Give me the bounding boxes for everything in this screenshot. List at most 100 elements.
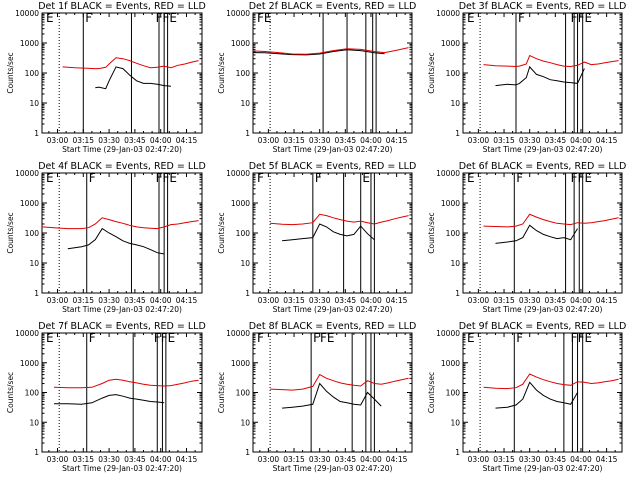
x-tick-label: 03:00 bbox=[468, 455, 490, 464]
flag-label: F bbox=[89, 171, 96, 185]
flag-label: F bbox=[257, 331, 264, 345]
panel-title: Det 9f BLACK = Events, RED = LLD bbox=[459, 321, 627, 332]
y-tick-label: 1000 bbox=[231, 359, 250, 368]
x-tick-label: 03:45 bbox=[545, 296, 567, 305]
y-axis-label: Counts/sec bbox=[217, 212, 226, 253]
panel-title: Det 6f BLACK = Events, RED = LLD bbox=[459, 161, 627, 172]
y-tick-label: 10000 bbox=[15, 169, 39, 178]
flag-label: E bbox=[467, 171, 475, 185]
x-tick-label: 03:00 bbox=[258, 296, 280, 305]
y-tick-label: 10 bbox=[450, 99, 460, 108]
series-line-lld bbox=[483, 373, 619, 390]
flag-label: FFE bbox=[313, 331, 334, 345]
flag-label: FFE bbox=[156, 11, 177, 25]
x-tick-label: 04:00 bbox=[360, 455, 382, 464]
y-axis-label: Counts/sec bbox=[217, 52, 226, 93]
x-tick-label: 03:30 bbox=[309, 296, 331, 305]
flag-label: F bbox=[516, 171, 523, 185]
panel-title: Det 8f BLACK = Events, RED = LLD bbox=[249, 321, 417, 332]
x-tick-label: 03:45 bbox=[335, 136, 357, 145]
y-tick-label: 100 bbox=[236, 229, 251, 238]
x-tick-label: 04:15 bbox=[386, 455, 408, 464]
x-tick-label: 03:15 bbox=[72, 455, 94, 464]
x-tick-label: 03:00 bbox=[258, 136, 280, 145]
x-tick-label: 03:15 bbox=[493, 136, 515, 145]
flag-label: FFE bbox=[571, 331, 592, 345]
panel-det-8f: Det 8f BLACK = Events, RED = LLD 1 10 100 10… bbox=[217, 321, 416, 473]
x-tick-label: 03:30 bbox=[309, 136, 331, 145]
y-tick-label: 10 bbox=[450, 418, 460, 427]
flag-label: E bbox=[46, 331, 54, 345]
y-tick-label: 1 bbox=[455, 289, 460, 298]
x-tick-label: 03:45 bbox=[545, 136, 567, 145]
plot-frame bbox=[462, 172, 623, 294]
plot-frame bbox=[252, 172, 413, 294]
series-line-events bbox=[252, 49, 385, 56]
y-tick-label: 10000 bbox=[226, 169, 250, 178]
y-tick-label: 10000 bbox=[226, 9, 250, 18]
flag-label: F bbox=[85, 11, 92, 25]
series-line-events bbox=[95, 66, 172, 90]
y-axis-label: Counts/sec bbox=[427, 212, 436, 253]
y-tick-label: 1 bbox=[455, 448, 460, 457]
plot-frame bbox=[41, 172, 203, 294]
x-tick-label: 04:15 bbox=[176, 136, 198, 145]
series-line-lld bbox=[270, 213, 409, 226]
x-tick-label: 03:45 bbox=[335, 455, 357, 464]
flag-label: E bbox=[467, 331, 475, 345]
flag-label: F bbox=[516, 331, 523, 345]
series-line-events bbox=[495, 65, 585, 87]
y-tick-label: 100 bbox=[25, 69, 40, 78]
x-tick-label: 04:15 bbox=[386, 296, 408, 305]
x-tick-label: 03:15 bbox=[283, 136, 305, 145]
x-tick-label: 04:00 bbox=[150, 455, 172, 464]
x-tick-label: 03:30 bbox=[309, 455, 331, 464]
y-tick-label: 10000 bbox=[226, 329, 250, 338]
x-tick-label: 03:00 bbox=[47, 296, 69, 305]
y-tick-label: 10000 bbox=[15, 9, 39, 18]
flag-label: E bbox=[46, 11, 54, 25]
x-tick-label: 03:30 bbox=[519, 136, 541, 145]
y-tick-label: 100 bbox=[236, 69, 251, 78]
y-tick-label: 1000 bbox=[441, 39, 460, 48]
y-axis-label: Counts/sec bbox=[6, 212, 15, 253]
plot-frame bbox=[252, 12, 413, 134]
y-tick-label: 1000 bbox=[441, 359, 460, 368]
x-tick-label: 04:00 bbox=[570, 296, 592, 305]
y-tick-label: 1000 bbox=[441, 199, 460, 208]
y-tick-label: 100 bbox=[446, 229, 461, 238]
y-tick-label: 1000 bbox=[20, 199, 39, 208]
panel-title: Det 5f BLACK = Events, RED = LLD bbox=[249, 161, 417, 172]
series-line-lld bbox=[62, 57, 199, 70]
x-axis-label: Start Time (29-Jan-03 02:47:20) bbox=[62, 305, 182, 314]
y-tick-label: 1 bbox=[34, 448, 39, 457]
x-tick-label: 03:30 bbox=[98, 296, 120, 305]
panel-title: Det 3f BLACK = Events, RED = LLD bbox=[459, 1, 627, 12]
series-line-lld bbox=[270, 373, 409, 391]
y-axis-label: Counts/sec bbox=[427, 52, 436, 93]
y-tick-label: 10 bbox=[240, 418, 250, 427]
y-tick-label: 100 bbox=[25, 229, 40, 238]
x-tick-label: 03:15 bbox=[283, 455, 305, 464]
x-tick-label: 03:30 bbox=[519, 296, 541, 305]
x-tick-label: 04:00 bbox=[150, 296, 172, 305]
x-tick-label: 03:30 bbox=[519, 455, 541, 464]
y-tick-label: 10000 bbox=[436, 169, 460, 178]
flag-label: F bbox=[89, 331, 96, 345]
panel-title: Det 7f BLACK = Events, RED = LLD bbox=[38, 321, 206, 332]
flag-label: F bbox=[315, 171, 322, 185]
plot-frame bbox=[462, 332, 623, 453]
flag-label: FFE bbox=[156, 171, 177, 185]
x-tick-label: 03:45 bbox=[335, 296, 357, 305]
series-line-events bbox=[67, 227, 165, 255]
x-axis-label: Start Time (29-Jan-03 02:47:20) bbox=[483, 464, 603, 473]
series-line-lld bbox=[252, 47, 409, 55]
y-tick-label: 10000 bbox=[436, 329, 460, 338]
y-tick-label: 1000 bbox=[20, 359, 39, 368]
flag-label: F bbox=[518, 11, 525, 25]
series-line-events bbox=[54, 394, 165, 405]
x-tick-label: 04:15 bbox=[596, 296, 618, 305]
x-tick-label: 04:15 bbox=[386, 136, 408, 145]
y-tick-label: 100 bbox=[446, 69, 461, 78]
